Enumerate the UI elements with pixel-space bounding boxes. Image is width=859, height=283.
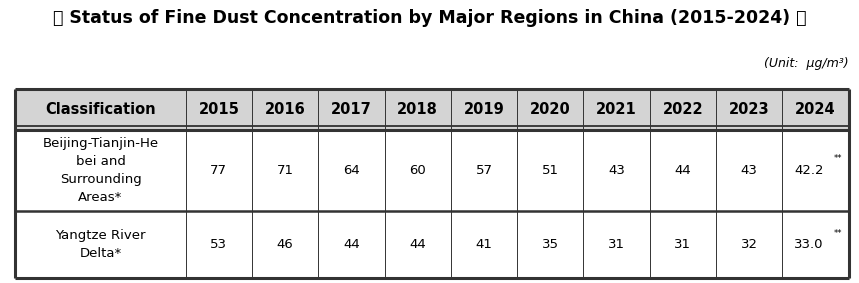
Text: Yangtze River
Delta*: Yangtze River Delta*	[55, 229, 146, 260]
Text: 60: 60	[410, 164, 426, 177]
Text: 64: 64	[343, 164, 360, 177]
Text: **: **	[833, 229, 842, 238]
Text: 77: 77	[210, 164, 228, 177]
Text: 44: 44	[343, 238, 360, 251]
Text: Beijing-Tianjin-He
bei and
Surrounding
Areas*: Beijing-Tianjin-He bei and Surrounding A…	[42, 137, 159, 204]
Text: 51: 51	[542, 164, 559, 177]
Text: 32: 32	[740, 238, 758, 251]
Text: **: **	[833, 155, 842, 164]
Text: 2023: 2023	[729, 102, 770, 117]
Text: 53: 53	[210, 238, 228, 251]
Text: 33.0: 33.0	[794, 238, 824, 251]
Text: 71: 71	[277, 164, 294, 177]
Text: 44: 44	[674, 164, 691, 177]
Text: (Unit:  μg/m³): (Unit: μg/m³)	[764, 57, 849, 70]
Text: 2018: 2018	[398, 102, 438, 117]
Text: 43: 43	[740, 164, 758, 177]
Text: 2021: 2021	[596, 102, 637, 117]
Text: 41: 41	[476, 238, 492, 251]
Text: 2017: 2017	[331, 102, 372, 117]
Text: 44: 44	[410, 238, 426, 251]
Text: Classification: Classification	[46, 102, 155, 117]
Text: 【 Status of Fine Dust Concentration by Major Regions in China (2015-2024) 】: 【 Status of Fine Dust Concentration by M…	[52, 9, 807, 27]
Text: 57: 57	[476, 164, 492, 177]
Text: 42.2: 42.2	[794, 164, 824, 177]
Text: 31: 31	[608, 238, 625, 251]
Text: 2020: 2020	[530, 102, 570, 117]
Text: 2024: 2024	[795, 102, 836, 117]
Text: 2019: 2019	[464, 102, 504, 117]
Text: 31: 31	[674, 238, 691, 251]
Text: 35: 35	[542, 238, 559, 251]
Text: 43: 43	[608, 164, 625, 177]
Text: 2016: 2016	[265, 102, 306, 117]
Text: 2022: 2022	[662, 102, 704, 117]
Text: 2015: 2015	[198, 102, 240, 117]
Text: 46: 46	[277, 238, 294, 251]
